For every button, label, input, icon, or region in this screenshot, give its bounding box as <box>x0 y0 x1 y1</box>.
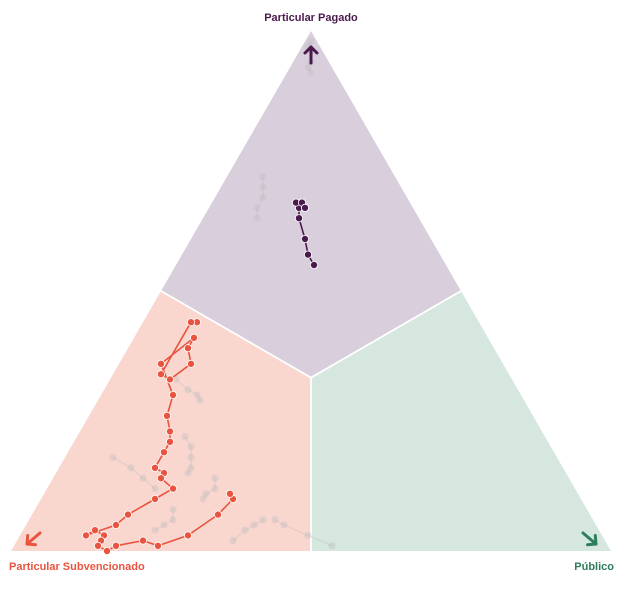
data-point-left <box>225 489 234 498</box>
data-point-left <box>183 531 192 540</box>
data-point-left <box>156 474 165 483</box>
arrow-up-icon <box>303 45 319 65</box>
context-point <box>184 386 192 394</box>
context-trail <box>256 176 264 219</box>
data-point-left <box>165 427 174 436</box>
context-point <box>304 531 312 540</box>
arrow-down-left-icon <box>25 531 42 547</box>
context-point <box>169 505 177 513</box>
region-left <box>11 291 311 551</box>
context-point <box>187 464 195 472</box>
context-point <box>280 521 288 529</box>
context-point <box>211 474 219 482</box>
data-point-left <box>156 359 165 368</box>
context-point <box>271 516 279 524</box>
context-point <box>328 542 336 550</box>
context-point <box>151 526 159 534</box>
context-point <box>241 526 249 534</box>
context-point <box>253 204 261 212</box>
corner-label-right: Público <box>574 561 614 573</box>
data-point-left <box>159 448 168 457</box>
data-point-top <box>300 234 309 243</box>
context-point <box>307 69 315 77</box>
context-point <box>250 521 258 529</box>
context-trail <box>112 456 156 490</box>
data-point-left <box>124 510 133 519</box>
context-point <box>304 63 312 71</box>
data-point-left <box>94 541 103 550</box>
context-point <box>187 453 195 461</box>
context-point <box>199 495 207 503</box>
context-trail <box>274 519 333 547</box>
data-point-left <box>189 333 198 342</box>
data-point-left <box>112 541 121 550</box>
data-point-left <box>183 344 192 353</box>
context-point <box>139 474 147 482</box>
region-divider <box>160 290 312 379</box>
context-trail <box>232 519 264 542</box>
data-point-left <box>168 390 177 399</box>
context-point <box>184 469 192 477</box>
context-point <box>160 521 168 529</box>
data-point-left <box>186 359 195 368</box>
region-top <box>161 31 461 378</box>
context-point <box>193 391 201 399</box>
context-trail <box>154 509 174 531</box>
context-point <box>151 485 159 493</box>
region-divider <box>310 290 462 379</box>
context-point <box>127 464 135 472</box>
context-point <box>169 516 177 524</box>
context-point <box>181 433 189 441</box>
data-point-left <box>91 526 100 535</box>
data-point-left <box>168 484 177 493</box>
context-point <box>259 516 267 524</box>
context-trail <box>202 478 216 500</box>
context-point <box>109 453 117 461</box>
data-point-top <box>294 214 303 223</box>
data-point-left <box>156 370 165 379</box>
context-point <box>259 193 267 201</box>
data-point-top <box>300 203 309 212</box>
region-right <box>311 291 611 551</box>
corner-label-left: Particular Subvencionado <box>9 561 145 573</box>
context-point <box>259 183 267 191</box>
data-point-left <box>138 536 147 545</box>
data-point-left <box>165 437 174 446</box>
context-point <box>196 396 204 404</box>
data-point-top <box>309 260 318 269</box>
data-point-left <box>165 375 174 384</box>
context-point <box>253 214 261 222</box>
data-point-left <box>82 531 91 540</box>
data-point-left <box>112 521 121 530</box>
context-point <box>202 490 210 498</box>
context-point <box>187 443 195 451</box>
data-point-top <box>303 250 312 259</box>
context-trail <box>184 436 192 474</box>
data-point-left <box>186 318 195 327</box>
context-point <box>307 37 315 46</box>
arrow-down-right-icon <box>581 531 598 547</box>
context-point <box>229 537 237 545</box>
data-point-left <box>153 541 162 550</box>
context-point <box>211 485 219 493</box>
context-point <box>172 375 180 383</box>
context-trail <box>175 378 201 401</box>
data-point-left <box>150 463 159 472</box>
data-point-left <box>150 494 159 503</box>
context-point <box>259 173 267 181</box>
corner-label-top: Particular Pagado <box>264 12 358 24</box>
data-point-left <box>103 547 112 556</box>
data-point-left <box>213 510 222 519</box>
data-point-left <box>162 411 171 420</box>
